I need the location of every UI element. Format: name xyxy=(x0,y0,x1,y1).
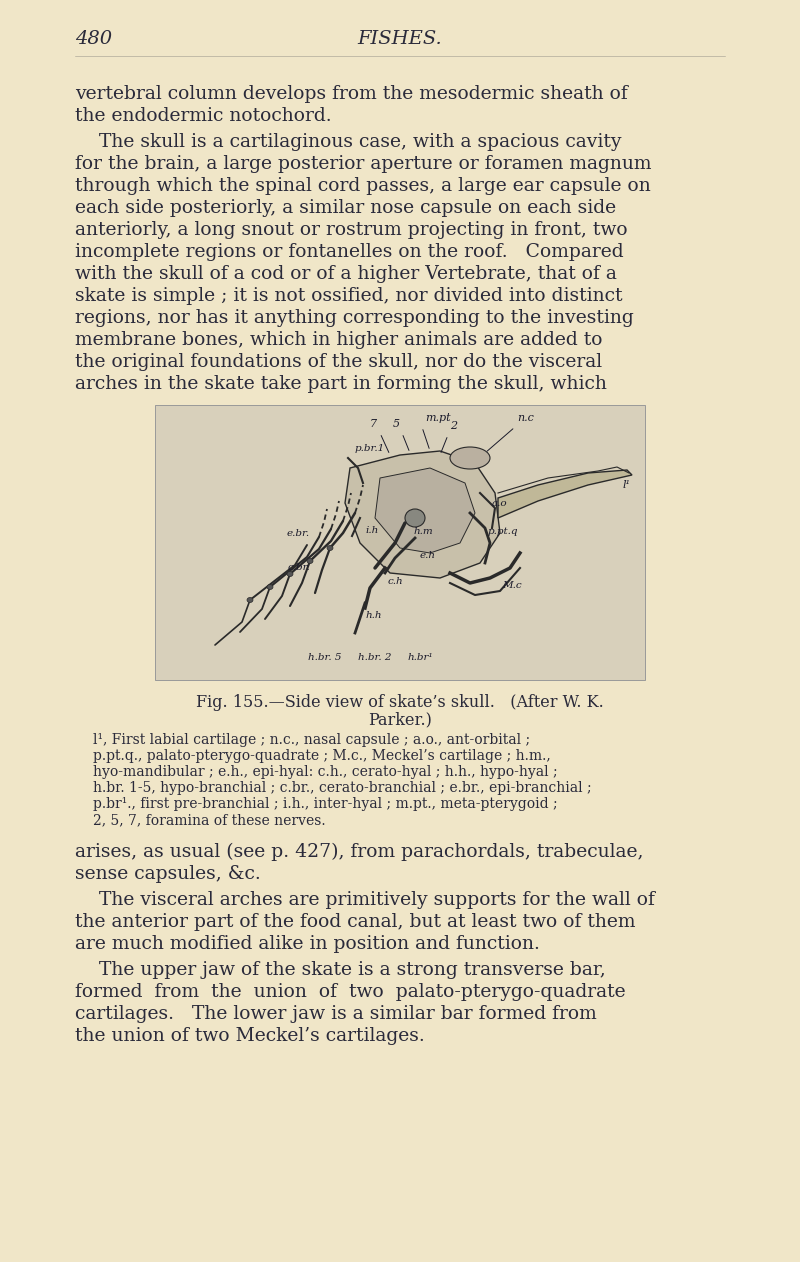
Text: h.br. 5: h.br. 5 xyxy=(308,652,342,663)
Text: h.m: h.m xyxy=(413,526,433,535)
Text: 5: 5 xyxy=(393,419,400,429)
Text: e.br.: e.br. xyxy=(287,529,310,538)
Text: p.br¹., first pre-branchial ; i.h., inter-hyal ; m.pt., meta-pterygoid ;: p.br¹., first pre-branchial ; i.h., inte… xyxy=(93,798,558,811)
Text: sense capsules, &c.: sense capsules, &c. xyxy=(75,864,261,883)
Text: The visceral arches are primitively supports for the wall of: The visceral arches are primitively supp… xyxy=(75,891,655,909)
Polygon shape xyxy=(345,451,500,578)
Polygon shape xyxy=(375,468,475,553)
Ellipse shape xyxy=(307,559,313,564)
Text: The skull is a cartilaginous case, with a spacious cavity: The skull is a cartilaginous case, with … xyxy=(75,133,622,151)
Text: Fig. 155.—Side view of skate’s skull.   (After W. K.: Fig. 155.—Side view of skate’s skull. (A… xyxy=(196,694,604,711)
Text: the original foundations of the skull, nor do the visceral: the original foundations of the skull, n… xyxy=(75,353,602,371)
Text: each side posteriorly, a similar nose capsule on each side: each side posteriorly, a similar nose ca… xyxy=(75,199,616,217)
Text: for the brain, a large posterior aperture or foramen magnum: for the brain, a large posterior apertur… xyxy=(75,155,651,173)
Ellipse shape xyxy=(287,572,293,577)
Text: 7: 7 xyxy=(370,419,377,429)
Text: M.c: M.c xyxy=(502,581,522,589)
Text: are much modified alike in position and function.: are much modified alike in position and … xyxy=(75,935,540,953)
Text: arches in the skate take part in forming the skull, which: arches in the skate take part in forming… xyxy=(75,375,607,392)
Text: with the skull of a cod or of a higher Vertebrate, that of a: with the skull of a cod or of a higher V… xyxy=(75,265,617,283)
Text: 2, 5, 7, foramina of these nerves.: 2, 5, 7, foramina of these nerves. xyxy=(93,813,326,827)
Text: membrane bones, which in higher animals are added to: membrane bones, which in higher animals … xyxy=(75,331,602,350)
Text: regions, nor has it anything corresponding to the investing: regions, nor has it anything correspondi… xyxy=(75,309,634,327)
Text: i.h: i.h xyxy=(365,526,378,535)
Text: h.h: h.h xyxy=(365,611,382,620)
Bar xyxy=(155,405,645,680)
Polygon shape xyxy=(498,469,632,517)
Text: 480: 480 xyxy=(75,30,112,48)
Text: vertebral column develops from the mesodermic sheath of: vertebral column develops from the mesod… xyxy=(75,85,628,103)
Text: n.c: n.c xyxy=(517,413,534,423)
Text: the union of two Meckel’s cartilages.: the union of two Meckel’s cartilages. xyxy=(75,1027,425,1045)
Text: c.br.: c.br. xyxy=(287,564,310,573)
Text: The upper jaw of the skate is a strong transverse bar,: The upper jaw of the skate is a strong t… xyxy=(75,960,606,979)
Text: c.h: c.h xyxy=(388,577,404,586)
Text: hyo-mandibular ; e.h., epi-hyal: c.h., cerato-hyal ; h.h., hypo-hyal ;: hyo-mandibular ; e.h., epi-hyal: c.h., c… xyxy=(93,765,558,779)
Text: the anterior part of the food canal, but at least two of them: the anterior part of the food canal, but… xyxy=(75,912,635,931)
Text: arises, as usual (see p. 427), from parachordals, trabeculae,: arises, as usual (see p. 427), from para… xyxy=(75,843,643,861)
Text: p.pt.q., palato-pterygo-quadrate ; M.c., Meckel’s cartilage ; h.m.,: p.pt.q., palato-pterygo-quadrate ; M.c.,… xyxy=(93,750,550,764)
Text: formed  from  the  union  of  two  palato-pterygo-quadrate: formed from the union of two palato-pter… xyxy=(75,983,626,1001)
Text: cartilages.   The lower jaw is a similar bar formed from: cartilages. The lower jaw is a similar b… xyxy=(75,1005,597,1023)
Ellipse shape xyxy=(327,545,333,550)
Ellipse shape xyxy=(450,447,490,469)
Text: a.o: a.o xyxy=(492,498,508,507)
Text: FISHES.: FISHES. xyxy=(358,30,442,48)
Text: the endodermic notochord.: the endodermic notochord. xyxy=(75,107,332,125)
Text: p.pt.q: p.pt.q xyxy=(488,526,518,535)
Ellipse shape xyxy=(267,584,273,589)
Text: h.br¹: h.br¹ xyxy=(407,652,433,663)
Text: h.br. 1-5, hypo-branchial ; c.br., cerato-branchial ; e.br., epi-branchial ;: h.br. 1-5, hypo-branchial ; c.br., cerat… xyxy=(93,781,592,795)
Text: Parker.): Parker.) xyxy=(368,711,432,728)
Text: 2: 2 xyxy=(450,422,457,432)
Ellipse shape xyxy=(405,509,425,528)
Text: incomplete regions or fontanelles on the roof.   Compared: incomplete regions or fontanelles on the… xyxy=(75,244,624,261)
Text: h.br. 2: h.br. 2 xyxy=(358,652,392,663)
Text: l¹: l¹ xyxy=(623,480,631,490)
Text: e.h: e.h xyxy=(420,551,436,560)
Text: skate is simple ; it is not ossified, nor divided into distinct: skate is simple ; it is not ossified, no… xyxy=(75,286,622,305)
Text: anteriorly, a long snout or rostrum projecting in front, two: anteriorly, a long snout or rostrum proj… xyxy=(75,221,628,239)
Text: through which the spinal cord passes, a large ear capsule on: through which the spinal cord passes, a … xyxy=(75,177,650,196)
Ellipse shape xyxy=(247,597,253,602)
Text: l¹, First labial cartilage ; n.c., nasal capsule ; a.o., ant-orbital ;: l¹, First labial cartilage ; n.c., nasal… xyxy=(93,733,530,747)
Text: p.br.1: p.br.1 xyxy=(355,444,386,453)
Text: m.pt: m.pt xyxy=(425,413,450,423)
